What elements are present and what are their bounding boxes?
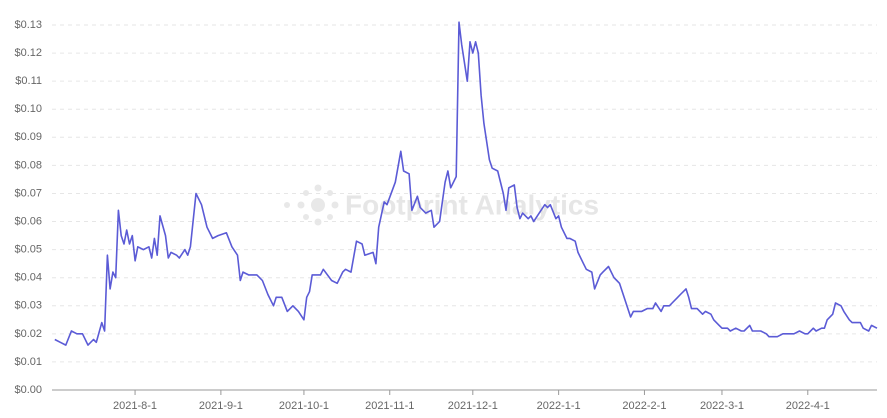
x-tick-label: 2021-12-1 [448,400,498,412]
y-tick-label: $0.12 [14,47,42,59]
y-tick-label: $0.01 [14,356,42,368]
x-tick-label: 2021-10-1 [279,400,329,412]
x-tick-label: 2021-11-1 [365,400,414,412]
y-tick-label: $0.11 [15,75,42,87]
y-tick-label: $0.05 [14,244,42,256]
x-tick-label: 2021-9-1 [199,400,243,412]
x-tick-label: 2022-1-1 [537,400,581,412]
y-tick-label: $0.08 [14,159,42,171]
y-tick-label: $0.10 [14,103,42,115]
y-tick-label: $0.03 [14,300,42,312]
x-tick-label: 2022-3-1 [700,400,744,412]
x-tick-label: 2021-8-1 [113,400,157,412]
y-tick-label: $0.04 [14,272,42,284]
line [54,21,878,346]
watermark-logo [284,184,339,226]
y-tick-label: $0.06 [14,215,42,227]
y-tick-label: $0.09 [14,131,42,143]
x-tick-label: 2022-4-1 [786,400,830,412]
y-tick-label: $0.02 [14,328,42,340]
y-tick-label: $0.00 [14,384,42,396]
x-tick-label: 2022-2-1 [622,400,666,412]
y-tick-label: $0.07 [14,187,42,199]
y-tick-label: $0.13 [14,19,42,31]
